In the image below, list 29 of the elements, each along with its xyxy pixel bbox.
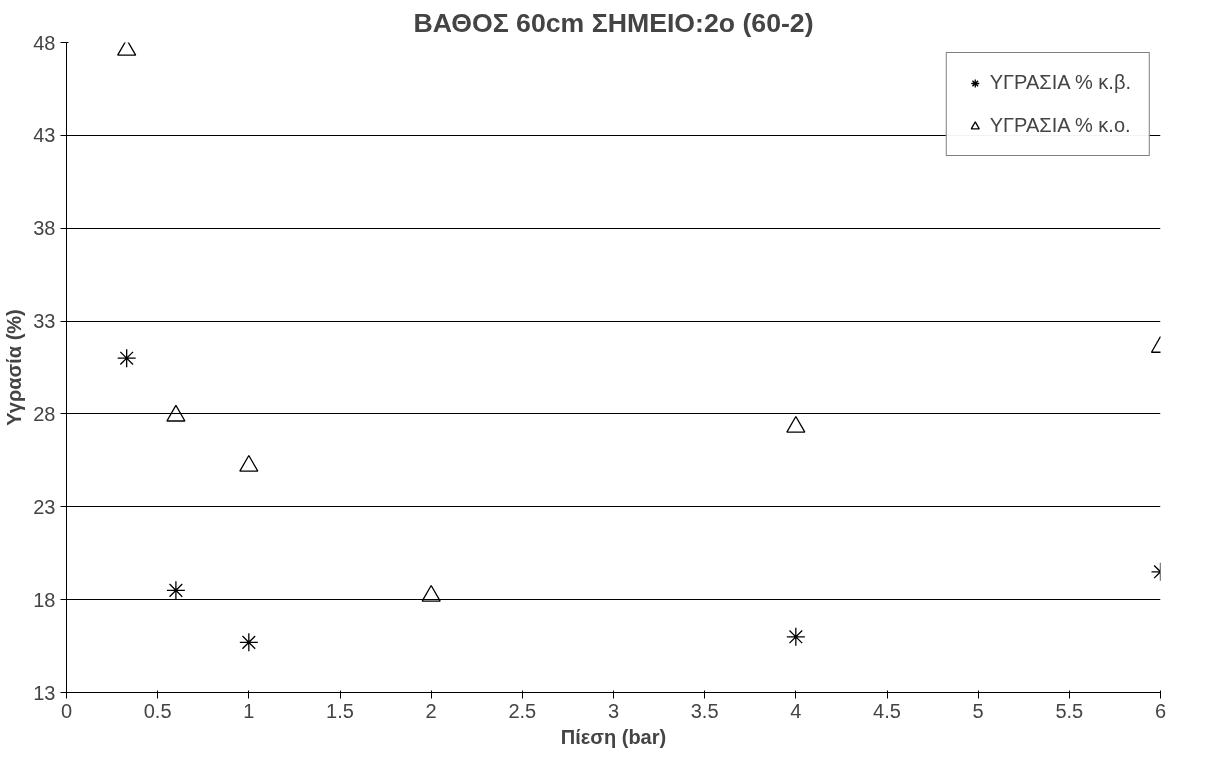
y-tick-label: 13 <box>33 681 56 704</box>
x-tick-label: 1.5 <box>326 699 354 722</box>
x-tick-label: 2 <box>425 699 437 722</box>
legend-label: ΥΓΡΑΣΙΑ % κ.β. <box>989 71 1131 94</box>
y-tick-label: 38 <box>33 217 56 240</box>
x-tick-label: 0 <box>60 699 73 722</box>
x-tick-label: 2.5 <box>508 699 537 722</box>
x-tick-label: 4 <box>790 699 802 722</box>
y-tick-label: 43 <box>33 124 56 147</box>
y-tick-label: 28 <box>33 402 56 425</box>
legend-label: ΥΓΡΑΣΙΑ % κ.ο. <box>989 114 1131 137</box>
chart-title: ΒΑΘΟΣ 60cm ΣΗΜΕΙΟ:2ο (60-2) <box>413 7 814 38</box>
x-tick-label: 1 <box>243 699 255 722</box>
x-tick-label: 5 <box>972 699 984 722</box>
point <box>117 348 137 368</box>
y-axis-title: Υγρασία (%) <box>3 309 26 426</box>
y-tick-label: 48 <box>33 31 56 54</box>
x-tick-label: 4.5 <box>873 699 901 722</box>
x-axis-title: Πίεση (bar) <box>560 725 667 748</box>
point <box>239 632 259 653</box>
x-tick-label: 3.5 <box>690 699 719 722</box>
x-tick-label: 0.5 <box>143 699 172 722</box>
x-tick-label: 5.5 <box>1055 699 1084 722</box>
y-tick-label: 18 <box>33 588 56 611</box>
point <box>166 580 186 601</box>
y-tick-label: 23 <box>33 495 56 518</box>
x-tick-label: 6 <box>1154 699 1167 722</box>
y-tick-label: 33 <box>33 310 56 333</box>
x-tick-label: 3 <box>607 699 620 722</box>
